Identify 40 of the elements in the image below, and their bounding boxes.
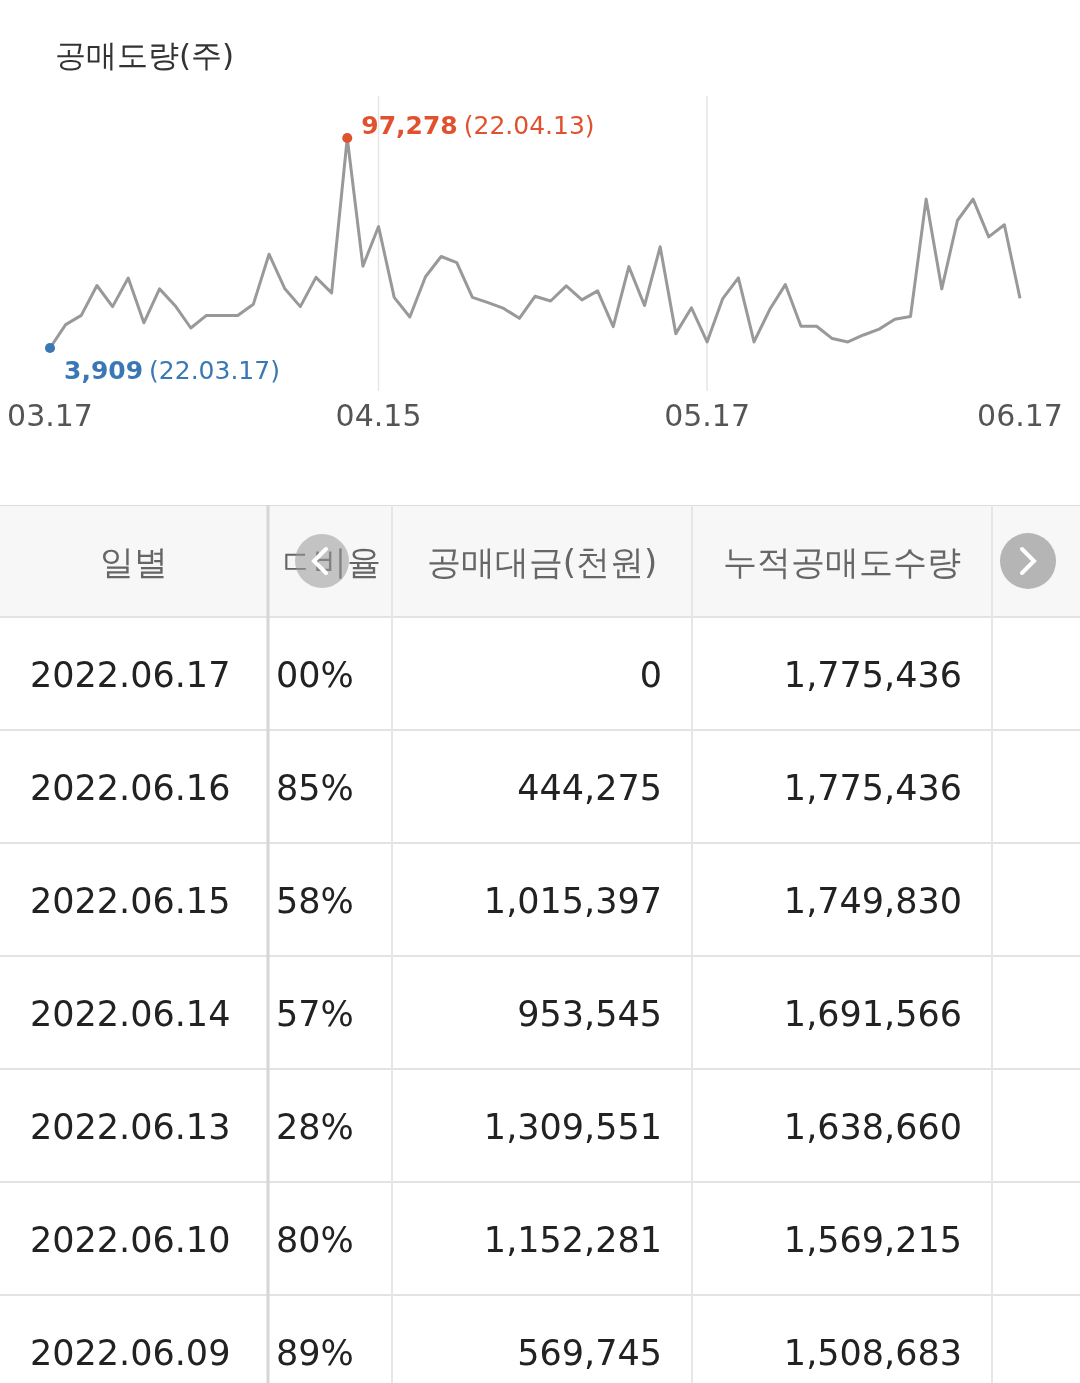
text: 2022.06.14 (30, 993, 231, 1034)
text: 1,015,397 (483, 880, 662, 921)
text: 2022.06.09 (30, 1332, 231, 1373)
text: 1,508,683 (783, 1332, 962, 1373)
text: 0 (639, 654, 662, 695)
text: 444,275 (517, 767, 662, 808)
text: 57% (276, 993, 354, 1034)
text: 89% (276, 1332, 354, 1373)
category-label: 일별 (100, 542, 168, 582)
text: 1,569,215 (783, 1219, 962, 1260)
text: 1,749,830 (783, 880, 962, 921)
category-label: 공매대금(천원) (426, 542, 658, 582)
text: 569,745 (517, 1332, 662, 1373)
text: 80% (276, 1219, 354, 1260)
data-label: 3,909 (64, 356, 144, 385)
x-tick-label: 04.15 (335, 398, 422, 433)
text: 2022.06.16 (30, 767, 231, 808)
data-label: 97,278 (361, 111, 458, 140)
x-tick-label: 03.17 (7, 398, 93, 433)
text: 1,309,551 (483, 1106, 662, 1147)
text: 2022.06.10 (30, 1219, 231, 1260)
x-tick-label: 05.17 (664, 398, 751, 433)
text: 2022.06.13 (30, 1106, 231, 1147)
text: 00% (276, 654, 354, 695)
text: 2022.06.17 (30, 654, 231, 695)
text: 1,775,436 (783, 767, 962, 808)
annotation: (22.04.13) (463, 111, 595, 140)
text: 953,545 (517, 993, 662, 1034)
text: 58% (276, 880, 354, 921)
text: 28% (276, 1106, 354, 1147)
text: (22.03.17) (149, 356, 280, 385)
text: 1,775,436 (783, 654, 962, 695)
x-tick-label: 06.17 (977, 398, 1063, 433)
text: 1,152,281 (483, 1219, 662, 1260)
y-axis-title: 공매도량(주) (55, 37, 235, 73)
text: 1,638,660 (783, 1106, 962, 1147)
category-label: 누적공매도수량 (723, 542, 961, 582)
text: 2022.06.15 (30, 880, 231, 921)
text: 1,691,566 (783, 993, 962, 1034)
text: 85% (276, 767, 354, 808)
